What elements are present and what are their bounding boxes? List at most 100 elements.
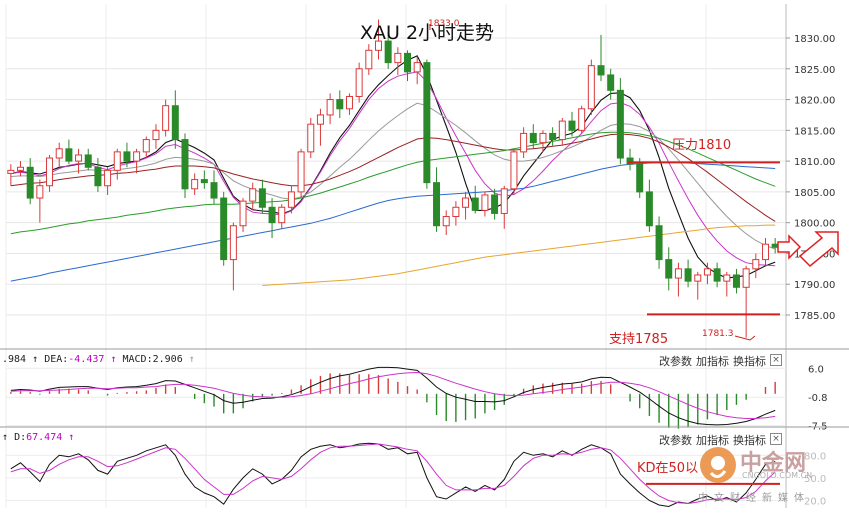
candle-body [636, 163, 644, 193]
resistance-label: 压力1810 [672, 138, 732, 153]
candle-body [113, 151, 121, 171]
candle-body [181, 139, 189, 190]
candle-body [549, 132, 557, 141]
candle-body [587, 65, 595, 110]
macd-dea-value: -4.437 [68, 354, 105, 365]
candle-body [210, 182, 218, 199]
support-resistance-lines [628, 161, 780, 316]
price-tick-label: 1810.00 [794, 157, 835, 168]
price-grid [5, 4, 786, 508]
candle-body [307, 123, 315, 153]
candle-body [510, 151, 518, 190]
candle-body [520, 132, 528, 153]
candle-body [123, 151, 131, 162]
kd-edit-params-button[interactable]: 改参数 [659, 434, 692, 447]
logo-mark-icon [700, 447, 736, 483]
candle-body [694, 274, 702, 282]
macd-plot [10, 366, 776, 429]
candle-body [142, 139, 150, 153]
candlesticks [7, 19, 779, 338]
candle-body [36, 185, 44, 199]
small-right-arrow-icon [777, 234, 802, 260]
candle-body [491, 194, 499, 214]
candle-body [607, 74, 615, 91]
candle-body [26, 166, 34, 199]
kd-tick-label: 20.0 [804, 496, 826, 507]
candle-body [191, 179, 199, 190]
candle-body [374, 40, 382, 51]
candle-body [732, 274, 740, 288]
candle-body [568, 120, 576, 131]
candle-body [65, 148, 73, 162]
candle-body [752, 259, 760, 270]
price-tick-label: 1785.00 [794, 311, 835, 322]
candle-body [17, 166, 25, 171]
kd-d-value: 67.474 [26, 432, 63, 443]
candle-body [471, 197, 479, 211]
moving-average-line [262, 224, 776, 286]
candle-body [133, 151, 141, 162]
macd-dea-label: DEA: [44, 354, 69, 365]
kd-plot [10, 442, 780, 508]
watermark-domain: CNGOLD.COM.CN [742, 471, 813, 480]
candle-body [404, 52, 412, 73]
candle-body [152, 129, 160, 141]
kd-d-line [10, 443, 776, 505]
candle-body [684, 268, 692, 282]
kd-tick-label: 50.0 [804, 474, 826, 485]
candle-body [229, 225, 237, 261]
macd-close-button[interactable]: × [770, 354, 782, 366]
price-tick-label: 1825.00 [794, 65, 835, 76]
candle-body [287, 191, 295, 208]
candle-body [539, 132, 547, 144]
candle-body [75, 154, 83, 162]
candle-body [413, 62, 421, 73]
support-label: 支持1785 [609, 332, 669, 347]
candle-body [249, 188, 257, 202]
watermark-logo: 中金网 CNGOLD.COM.CN 中文财经新媒体 [696, 443, 846, 509]
kd-add-indicator-button[interactable]: 加指标 [696, 434, 729, 447]
candle-body [394, 52, 402, 64]
candle-body [239, 200, 247, 227]
macd-dea-line [10, 371, 776, 419]
candle-body [258, 188, 266, 208]
candle-body [742, 268, 750, 288]
candle-body [500, 188, 508, 214]
macd-swap-indicator-button[interactable]: 换指标 [733, 355, 766, 368]
candle-body [578, 108, 586, 131]
high-price-label: 1833.0 [428, 19, 460, 29]
candle-body [7, 169, 15, 174]
up-right-arrow-icon [798, 231, 839, 268]
price-tick-label: 1830.00 [794, 34, 835, 45]
kd-axis: 80.0 50.0 20.0 [804, 451, 826, 507]
candle-body [46, 157, 54, 187]
candle-body [336, 99, 344, 110]
candle-body [462, 197, 470, 208]
price-tick-label: 1815.00 [794, 126, 835, 137]
candle-body [84, 154, 92, 168]
watermark-brand: 中金网 [740, 451, 807, 476]
macd-up-icon: ↑ [32, 354, 39, 365]
candle-body [200, 179, 208, 184]
candle-body [365, 49, 373, 70]
candle-body [278, 206, 286, 224]
candle-body [723, 274, 731, 282]
candle-body [626, 157, 634, 165]
macd-up-icon-2: ↑ [110, 354, 117, 365]
candle-body [529, 132, 537, 144]
kd-swap-indicator-button[interactable]: 换指标 [733, 434, 766, 447]
macd-tick-label: 6.0 [808, 364, 824, 375]
macd-edit-params-button[interactable]: 改参数 [659, 355, 692, 368]
moving-average-line [10, 133, 776, 222]
kd-close-button[interactable]: × [770, 433, 782, 445]
candle-body [162, 105, 170, 131]
macd-up-icon-3: ↑ [188, 354, 195, 365]
macd-add-indicator-button[interactable]: 加指标 [696, 355, 729, 368]
low-marker [734, 335, 756, 341]
candle-body [713, 268, 721, 282]
candle-body [316, 114, 324, 125]
kd-note: KD在50以 [637, 461, 699, 476]
candle-body [355, 68, 363, 97]
candle-body [423, 62, 431, 184]
